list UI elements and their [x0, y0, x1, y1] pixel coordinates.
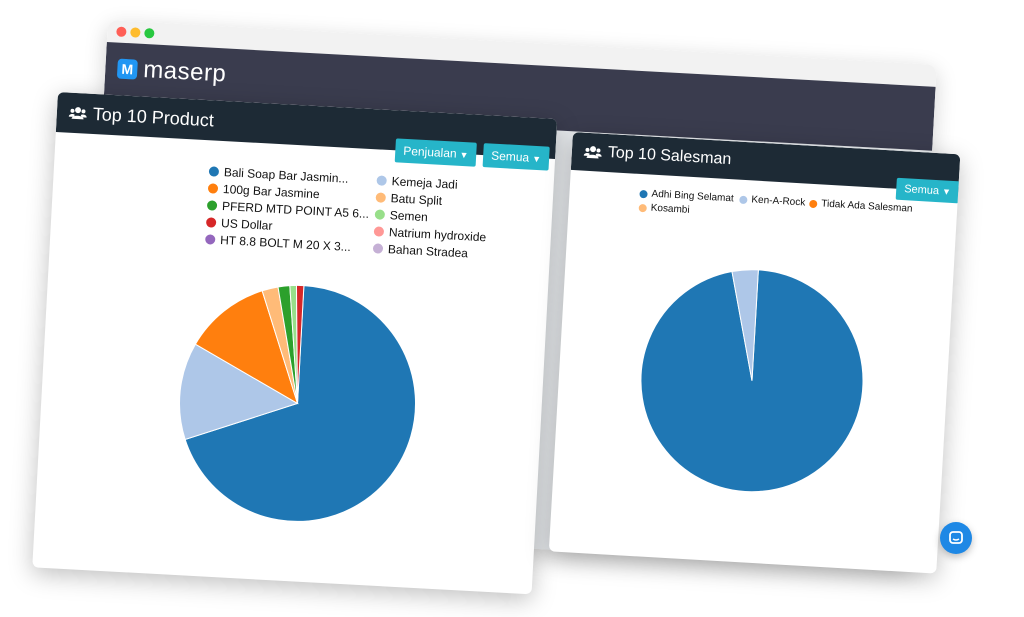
maximize-window-dot[interactable]: [144, 27, 155, 39]
logo-mark: M: [116, 58, 138, 80]
pie-slice[interactable]: [177, 343, 300, 446]
chat-support-button[interactable]: [940, 522, 972, 554]
logo-text: maserp: [142, 56, 228, 88]
pie-slice[interactable]: [290, 284, 305, 404]
close-window-dot[interactable]: [116, 26, 127, 38]
product-pie-chart: [177, 280, 422, 528]
top-product-panel: Top 10 Product Penjualan ▼ Semua ▼ Bali So…: [32, 92, 558, 595]
minimize-window-dot[interactable]: [130, 27, 141, 38]
panel-header: Top 10 Product: [55, 92, 558, 159]
pie-slice[interactable]: [726, 268, 759, 381]
pie-slice[interactable]: [181, 280, 422, 528]
panel-header: Top 10 Salesman: [570, 132, 961, 193]
pie-slice[interactable]: [635, 264, 869, 498]
app-logo[interactable]: M maserp: [116, 55, 228, 89]
pie-slice[interactable]: [193, 287, 304, 405]
users-icon: [583, 146, 602, 159]
users-icon: [68, 107, 87, 120]
top-salesman-panel: Top 10 Salesman Semua ▼ Adhi Bing Selamat…: [548, 132, 961, 574]
salesman-pie-chart: [635, 264, 869, 498]
chat-icon: [949, 531, 963, 544]
